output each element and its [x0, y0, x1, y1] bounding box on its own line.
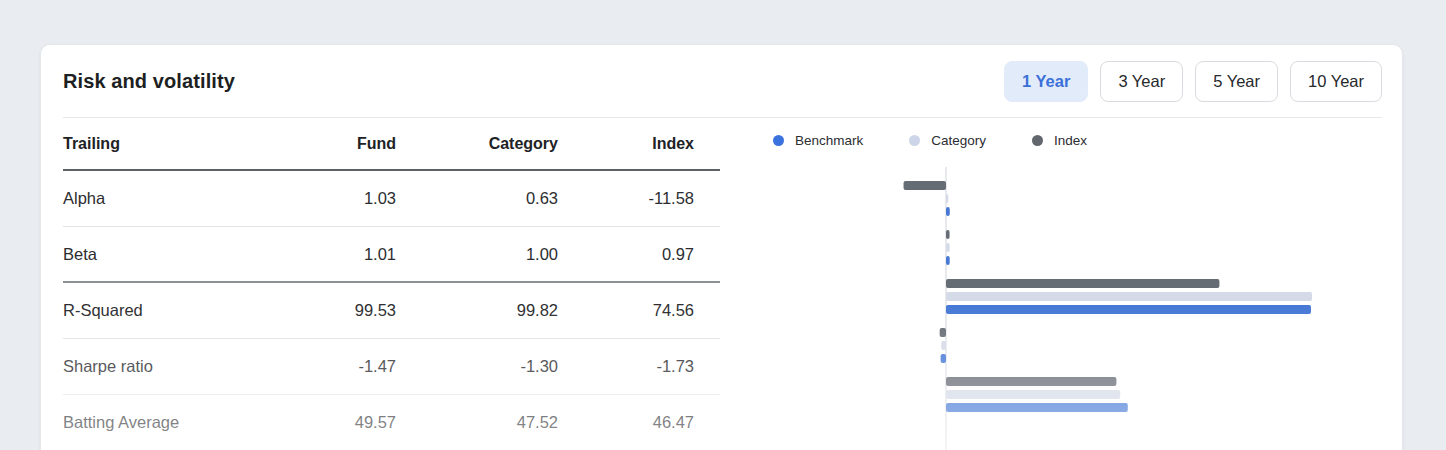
bar-beta-index [946, 230, 950, 239]
bar-r-squared-benchmark [946, 305, 1311, 314]
cell-category: -1.30 [396, 357, 558, 376]
bar-beta-category [946, 243, 950, 252]
legend-item-category[interactable]: Category [909, 133, 986, 148]
column-header-category: Category [396, 135, 558, 153]
cell-fund: 1.01 [234, 245, 396, 264]
cell-index: 74.56 [558, 301, 694, 320]
cell-category: 99.82 [396, 301, 558, 320]
period-button-5-year[interactable]: 5 Year [1195, 61, 1278, 102]
bar-sharpe-ratio-index [940, 328, 946, 337]
period-button-3-year[interactable]: 3 Year [1100, 61, 1183, 102]
table-header-row: TrailingFundCategoryIndex [63, 118, 720, 171]
legend-dot-category [909, 135, 920, 146]
period-toggle-group: 1 Year 3 Year 5 Year 10 Year [1004, 61, 1382, 102]
row-label: Alpha [63, 189, 234, 208]
table-row-beta: Beta1.011.000.97 [63, 227, 720, 283]
row-label: Sharpe ratio [63, 357, 234, 376]
bar-r-squared-index [946, 279, 1219, 288]
legend-dot-benchmark [773, 135, 784, 146]
row-label: Batting Average [63, 413, 234, 432]
chart-legend: Benchmark Category Index [761, 127, 1404, 153]
bar-sharpe-ratio-benchmark [941, 354, 946, 363]
bar-batting-average-benchmark [946, 403, 1128, 412]
cell-category: 47.52 [396, 413, 558, 432]
column-header-fund: Fund [234, 135, 396, 153]
bar-alpha-category [946, 194, 948, 203]
bar-batting-average-index [946, 377, 1116, 386]
legend-label: Index [1054, 133, 1087, 148]
card-header: Risk and volatility 1 Year 3 Year 5 Year 10… [63, 45, 1382, 118]
column-header-index: Index [558, 135, 694, 153]
row-label: Beta [63, 245, 234, 264]
column-header-trailing: Trailing [63, 135, 234, 153]
cell-fund: 1.03 [234, 189, 396, 208]
cell-fund: 99.53 [234, 301, 396, 320]
cell-fund: 49.57 [234, 413, 396, 432]
bar-beta-benchmark [946, 256, 950, 265]
bar-plot [761, 151, 1404, 450]
cell-index: 0.97 [558, 245, 694, 264]
period-button-10-year[interactable]: 10 Year [1290, 61, 1382, 102]
risk-volatility-card: Risk and volatility 1 Year 3 Year 5 Year 10… [40, 44, 1403, 450]
cell-index: 46.47 [558, 413, 694, 432]
table-row-batting-average: Batting Average49.5747.5246.47 [63, 395, 720, 450]
legend-label: Category [931, 133, 986, 148]
legend-item-index[interactable]: Index [1032, 133, 1087, 148]
period-button-1-year[interactable]: 1 Year [1004, 61, 1088, 102]
bar-r-squared-category [946, 292, 1312, 301]
cell-index: -1.73 [558, 357, 694, 376]
risk-stats-table: TrailingFundCategoryIndexAlpha1.030.63-1… [63, 118, 720, 450]
bar-alpha-benchmark [946, 207, 950, 216]
row-label: R-Squared [63, 301, 234, 320]
cell-category: 0.63 [396, 189, 558, 208]
card-title: Risk and volatility [63, 70, 235, 93]
bar-batting-average-category [946, 390, 1120, 399]
risk-bar-chart: Benchmark Category Index [761, 121, 1404, 450]
cell-category: 1.00 [396, 245, 558, 264]
legend-label: Benchmark [795, 133, 863, 148]
table-row-r-squared: R-Squared99.5399.8274.56 [63, 283, 720, 339]
table-row-alpha: Alpha1.030.63-11.58 [63, 171, 720, 227]
table-row-sharpe-ratio: Sharpe ratio-1.47-1.30-1.73 [63, 339, 720, 395]
bar-alpha-index [904, 181, 946, 190]
bar-sharpe-ratio-category [941, 341, 946, 350]
legend-item-benchmark[interactable]: Benchmark [773, 133, 863, 148]
cell-index: -11.58 [558, 189, 694, 208]
legend-dot-index [1032, 135, 1043, 146]
cell-fund: -1.47 [234, 357, 396, 376]
